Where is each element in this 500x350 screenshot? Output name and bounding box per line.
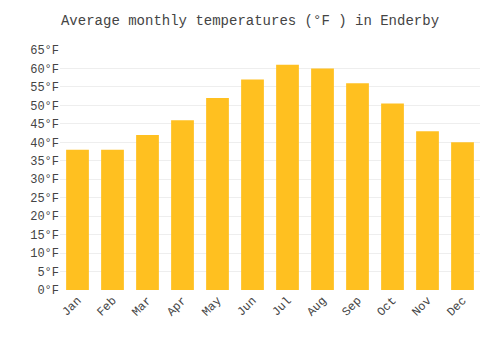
svg-text:Dec: Dec <box>444 294 469 319</box>
svg-text:Oct: Oct <box>374 294 399 319</box>
svg-text:20°F: 20°F <box>30 210 59 224</box>
svg-text:Sep: Sep <box>339 294 364 319</box>
svg-text:35°F: 35°F <box>30 155 59 169</box>
svg-text:May: May <box>199 294 224 319</box>
svg-text:40°F: 40°F <box>30 137 59 151</box>
svg-text:15°F: 15°F <box>30 229 59 243</box>
svg-text:Average monthly temperatures (: Average monthly temperatures (°F ) in En… <box>61 13 439 29</box>
svg-text:Aug: Aug <box>304 294 329 319</box>
svg-text:60°F: 60°F <box>30 63 59 77</box>
svg-text:50°F: 50°F <box>30 100 59 114</box>
svg-text:Jul: Jul <box>269 294 294 319</box>
svg-text:Jan: Jan <box>59 294 84 319</box>
svg-text:0°F: 0°F <box>37 284 59 298</box>
svg-text:Jun: Jun <box>234 294 259 319</box>
svg-text:65°F: 65°F <box>30 44 59 58</box>
svg-text:Feb: Feb <box>94 294 119 319</box>
svg-text:Apr: Apr <box>164 294 189 319</box>
svg-text:Nov: Nov <box>409 294 434 319</box>
svg-text:55°F: 55°F <box>30 81 59 95</box>
svg-text:25°F: 25°F <box>30 192 59 206</box>
svg-text:30°F: 30°F <box>30 173 59 187</box>
svg-text:Mar: Mar <box>129 294 154 319</box>
svg-text:5°F: 5°F <box>37 266 59 280</box>
svg-text:45°F: 45°F <box>30 118 59 132</box>
svg-text:10°F: 10°F <box>30 247 59 261</box>
